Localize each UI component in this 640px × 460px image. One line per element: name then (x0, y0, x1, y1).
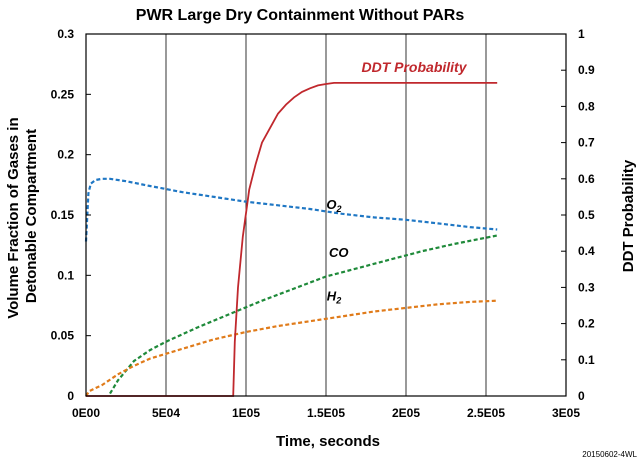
right-axis-label: DDT Probability (620, 159, 637, 272)
x-tick-label: 2.5E05 (467, 406, 505, 420)
right-tick-label: 0.8 (578, 99, 595, 113)
series-line-co (109, 234, 498, 395)
left-tick-label: 0.1 (57, 268, 74, 282)
right-tick-label: 0.1 (578, 353, 595, 367)
x-tick-label: 1E05 (232, 406, 260, 420)
right-tick-label: 0 (578, 389, 585, 403)
x-tick-label: 1.5E05 (307, 406, 345, 420)
series-line-o2 (84, 177, 498, 242)
left-tick-label: 0.05 (51, 329, 75, 343)
annotations: DDT Probability O2 CO H2 (326, 59, 467, 306)
series-layer (84, 82, 498, 397)
left-tick-label: 0.25 (51, 87, 75, 101)
annotation-o2: O2 (326, 197, 341, 214)
gridlines (165, 34, 487, 396)
right-tick-label: 0.7 (578, 136, 595, 150)
left-axis-ticks: 0 0.05 0.1 0.15 0.2 0.25 0.3 (51, 27, 91, 403)
left-tick-label: 0.15 (51, 208, 75, 222)
x-tick-label: 3E05 (552, 406, 580, 420)
right-tick-label: 0.4 (578, 244, 595, 258)
left-axis-label: Volume Fraction of Gases in Detonable Co… (5, 113, 40, 319)
footnote: 20150602-4WL (582, 450, 637, 459)
x-tick-label: 0E00 (72, 406, 100, 420)
left-axis-label-line-2: Detonable Compartment (23, 129, 40, 303)
annotation-co: CO (329, 245, 349, 260)
left-axis-label-line-1: Volume Fraction of Gases in (5, 117, 22, 318)
left-tick-label: 0 (67, 389, 74, 403)
x-tick-label: 2E05 (392, 406, 420, 420)
right-tick-label: 0.9 (578, 63, 595, 77)
right-tick-label: 0.3 (578, 280, 595, 294)
right-tick-label: 0.6 (578, 172, 595, 186)
right-tick-label: 0.2 (578, 317, 595, 331)
series-line-h2 (85, 299, 498, 397)
annotation-ddt-probability: DDT Probability (361, 59, 467, 75)
series-line-ddt-probability (86, 82, 498, 397)
left-tick-label: 0.2 (57, 148, 74, 162)
right-tick-label: 0.5 (578, 208, 595, 222)
chart-title: PWR Large Dry Containment Without PARs (136, 7, 465, 24)
left-tick-label: 0.3 (57, 27, 74, 41)
right-axis-ticks: 0 0.1 0.2 0.3 0.4 0.5 0.6 0.7 0.8 0.9 1 (561, 27, 595, 403)
x-axis-ticks: 0E00 5E04 1E05 1.5E05 2E05 2.5E05 3E05 (72, 406, 580, 420)
x-axis-label: Time, seconds (276, 433, 380, 450)
x-tick-label: 5E04 (152, 406, 180, 420)
right-tick-label: 1 (578, 27, 585, 41)
annotation-h2: H2 (327, 289, 341, 306)
